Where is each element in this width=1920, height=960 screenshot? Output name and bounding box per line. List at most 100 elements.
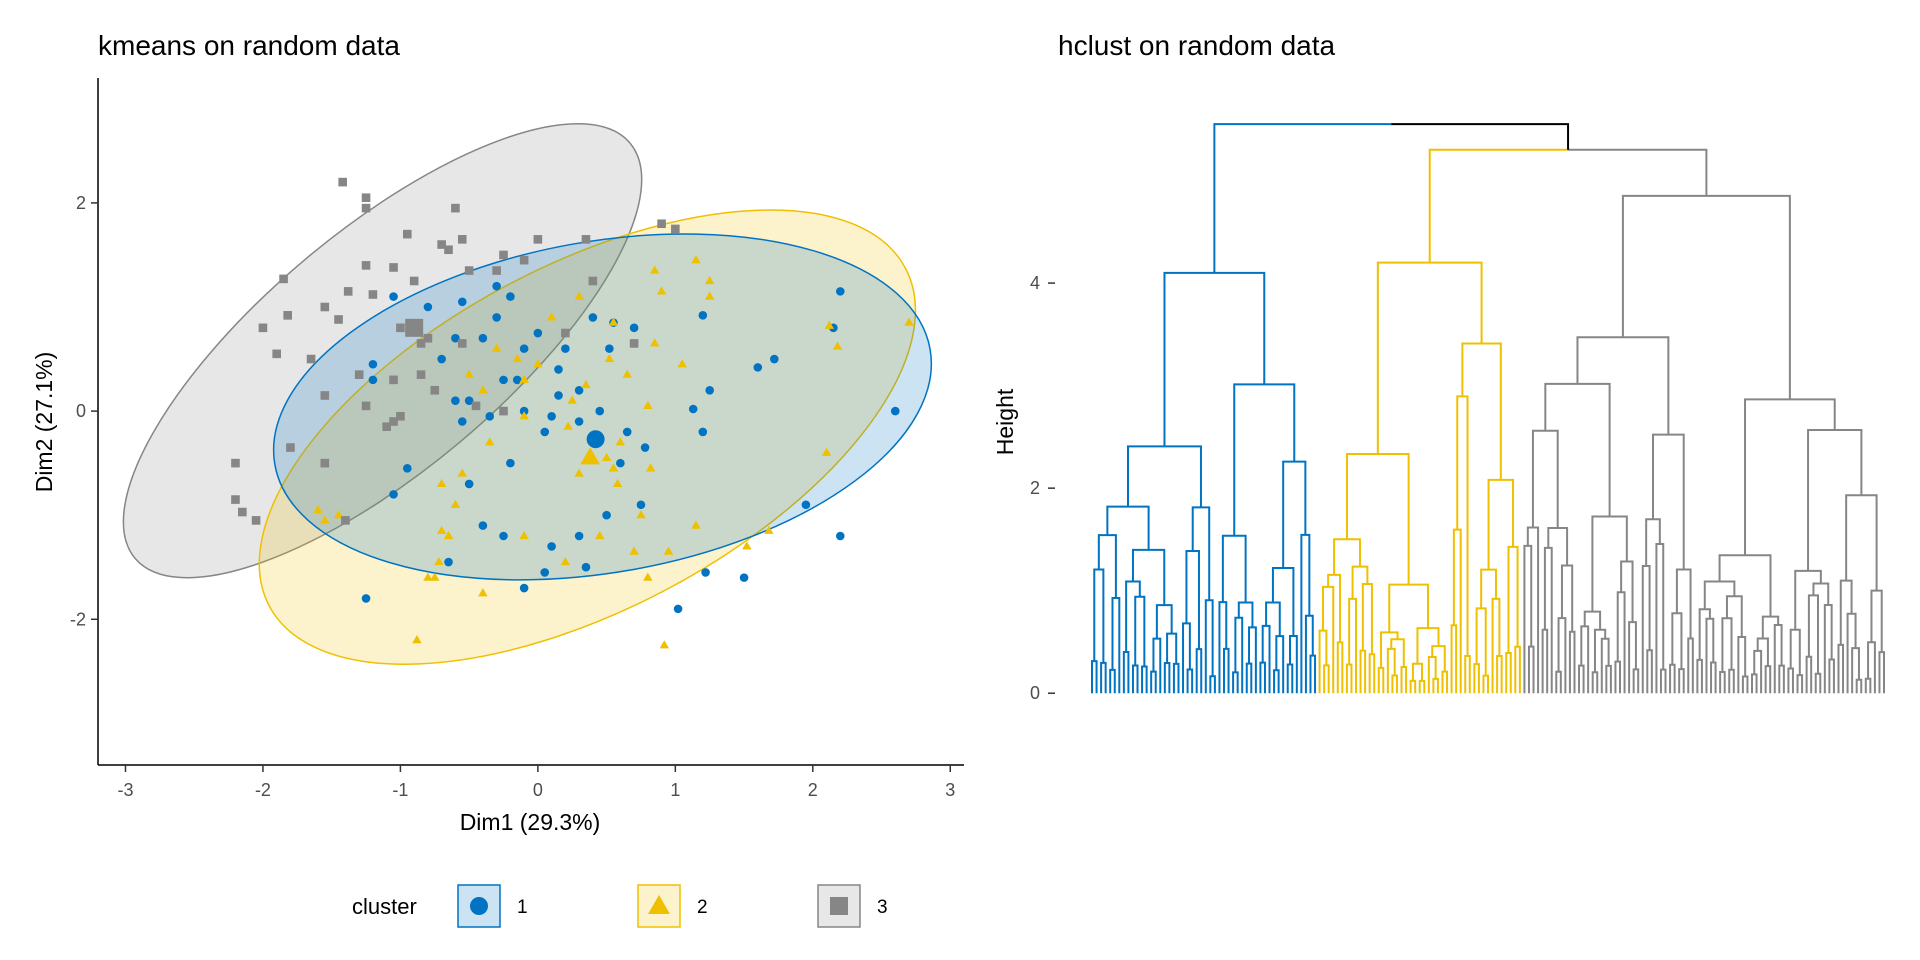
cluster-3-branch (1705, 617, 1715, 694)
cluster-2-point (649, 265, 660, 274)
cluster-1-branch (1234, 616, 1244, 694)
cluster-3-branch (1547, 527, 1569, 566)
cluster-3-branch (1741, 675, 1749, 694)
cluster-3-point (361, 261, 371, 270)
cluster-3-point (382, 422, 391, 432)
cluster-1-branch (1195, 648, 1203, 694)
cluster-1-point (581, 562, 591, 572)
cluster-1-point (506, 458, 515, 468)
cluster-1-point (698, 311, 708, 320)
cluster-3-point (519, 255, 529, 265)
cluster-1-point (492, 313, 501, 322)
cluster-2-point (519, 530, 529, 540)
cluster-2-branch (1487, 478, 1515, 570)
cluster-3-branch (1778, 664, 1785, 694)
cluster-3-point (471, 401, 481, 411)
cluster-3-branch (1578, 664, 1585, 694)
cluster-2-branch (1368, 653, 1376, 694)
cluster-3-point (320, 302, 330, 312)
cluster-3-branch (1807, 594, 1819, 674)
cluster-1-branch (1300, 533, 1311, 694)
cluster-2-branch (1318, 629, 1328, 694)
cluster-2-branch (1461, 342, 1502, 480)
cluster-legend: cluster 1 2 3 (352, 884, 888, 928)
cluster-2-point (656, 286, 667, 295)
cluster-3-point (561, 328, 570, 338)
cluster-3-point (499, 406, 508, 416)
cluster-3-point (402, 229, 412, 239)
cluster-3-branch (1583, 610, 1602, 630)
cluster-3-branch (1878, 651, 1885, 694)
cluster-3-branch (1655, 543, 1665, 694)
y-tick-label: 0 (76, 401, 86, 421)
cluster-2-point (436, 478, 447, 488)
cluster-3-branch (1789, 628, 1801, 676)
dendro-y-tick-label: 4 (1030, 273, 1040, 293)
legend-triangle-icon (648, 895, 670, 914)
cluster-1-point (574, 531, 584, 541)
cluster-1-point (554, 365, 563, 374)
cluster-2-point (443, 530, 454, 540)
cluster-3-point (361, 193, 371, 203)
cluster-1-point (801, 500, 811, 510)
cluster-2-point (643, 572, 653, 581)
cluster-1-point (616, 458, 625, 468)
cluster-3-branch (1632, 668, 1640, 694)
cluster-2-point (601, 452, 612, 462)
cluster-2-branch (1348, 597, 1357, 694)
cluster-2-point (659, 640, 670, 649)
cluster-3-branch (1527, 645, 1535, 694)
cluster-1-point (389, 292, 398, 301)
cluster-2-point (434, 556, 444, 566)
cluster-2-point (436, 525, 447, 534)
cluster-2-branch (1491, 597, 1501, 694)
cluster-3-branch (1560, 564, 1574, 632)
cluster-3-branch (1628, 621, 1637, 694)
cluster-2-point (615, 437, 626, 446)
cluster-1-branch (1100, 661, 1107, 694)
cluster-3-branch (1568, 630, 1576, 694)
cluster-3-branch (1591, 671, 1599, 694)
cluster-1-point (540, 568, 550, 577)
cluster-3-branch (1591, 515, 1628, 612)
cluster-2-point (636, 510, 646, 519)
cluster-3-point (338, 177, 347, 187)
cluster-3-branch (1616, 591, 1626, 694)
scatter-y-axis-title: Dim2 (27.1%) (31, 352, 57, 493)
cluster-3-point (306, 354, 316, 364)
cluster-1-point (437, 354, 446, 364)
cluster-1-point (389, 490, 398, 499)
cluster-2-point (904, 317, 914, 326)
cluster-3-branch (1837, 643, 1845, 694)
cluster-2-point (581, 380, 591, 389)
cluster-3-branch (1751, 673, 1758, 694)
legend-label-1: 1 (517, 897, 528, 918)
legend-items: 1 2 3 (457, 884, 888, 928)
cluster-2-point (478, 385, 488, 394)
cluster-2-point (649, 338, 660, 347)
cluster-3-branch (1671, 612, 1683, 670)
cluster-3-branch (1641, 565, 1651, 694)
cluster-1-point (835, 287, 845, 296)
cluster-3-branch (1710, 661, 1717, 694)
cluster-1-branch (1259, 661, 1266, 694)
cluster-3-branch (1753, 649, 1763, 694)
cluster-1-point (561, 344, 570, 353)
scatter-y-ticks: -2 0 2 (70, 193, 98, 629)
cluster-3-centroid (405, 318, 424, 337)
cluster-1-ellipse (272, 233, 933, 581)
cluster-1-point (640, 443, 650, 452)
cluster-1-branch (1166, 632, 1178, 664)
cluster-1-point (588, 313, 598, 322)
cluster-3-branch (1555, 670, 1562, 694)
cluster-1-branch (1182, 622, 1191, 694)
x-tick-label: -2 (255, 780, 271, 800)
cluster-3-point (343, 287, 353, 296)
cluster-3-point (499, 250, 508, 260)
cluster-3-branch (1568, 148, 1708, 196)
cluster-3-branch (1839, 579, 1853, 645)
cluster-3-branch (1812, 582, 1830, 605)
cluster-3-point (354, 370, 364, 379)
cluster-3-branch (1614, 660, 1621, 694)
